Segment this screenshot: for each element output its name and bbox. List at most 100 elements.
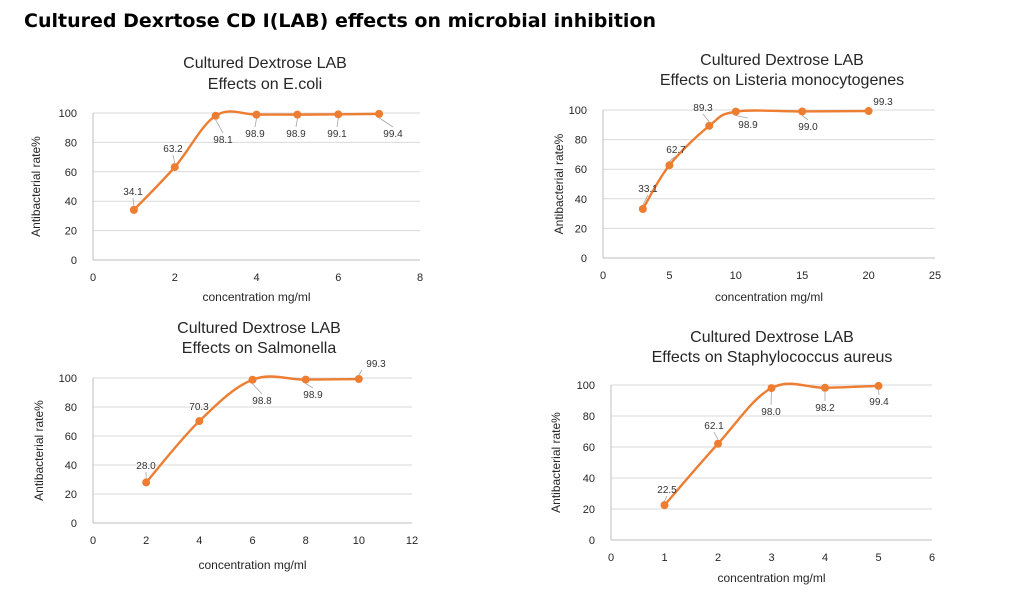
- data-point: [638, 205, 647, 214]
- chart-title-line: Effects on Staphylococcus aureus: [652, 349, 893, 366]
- data-label: 99.3: [366, 359, 386, 370]
- data-point: [170, 163, 179, 172]
- data-label: 62.7: [666, 145, 686, 156]
- y-tick-label: 80: [65, 402, 77, 414]
- y-tick-label: 0: [581, 253, 587, 265]
- x-tick-label: 6: [929, 552, 935, 564]
- label-leader-line: [735, 115, 749, 119]
- label-leader-line: [305, 383, 314, 389]
- label-leader-line: [336, 118, 339, 128]
- x-tick-label: 15: [796, 270, 808, 282]
- label-leader-line: [669, 155, 677, 162]
- y-axis-title: Antibacterial rate%: [552, 133, 566, 234]
- chart-title-line: Cultured Dextrose LAB: [183, 55, 347, 72]
- label-leader-line: [801, 115, 809, 121]
- chart-title-line: Effects on Salmonella: [182, 340, 337, 357]
- label-leader-line: [664, 495, 668, 502]
- x-tick-label: 0: [90, 535, 96, 547]
- x-tick-label: 8: [303, 535, 309, 547]
- data-label: 99.3: [873, 97, 893, 108]
- data-point: [334, 110, 343, 119]
- data-label: 98.8: [252, 396, 272, 407]
- data-point: [248, 375, 257, 384]
- chart-title-line: Effects on E.coli: [208, 76, 322, 93]
- y-axis-title: Antibacterial rate%: [549, 412, 563, 513]
- x-tick-label: 0: [90, 272, 96, 284]
- data-point: [665, 161, 674, 170]
- data-label: 98.0: [761, 407, 781, 418]
- label-leader-line: [252, 383, 263, 395]
- data-point: [293, 110, 302, 119]
- y-tick-label: 40: [575, 194, 587, 206]
- label-leader-line: [378, 117, 394, 128]
- x-tick-label: 1: [661, 552, 667, 564]
- data-point: [375, 109, 384, 118]
- chart-title-line: Cultured Dextrose LAB: [177, 320, 341, 337]
- data-label: 98.9: [286, 129, 306, 140]
- chart-ecoli: Cultured Dextrose LAB Effects on E.coli 0 2…: [29, 55, 423, 304]
- data-point: [731, 107, 740, 116]
- data-label: 99.4: [383, 129, 403, 140]
- data-point: [821, 383, 829, 392]
- y-tick-label: 60: [65, 431, 77, 443]
- data-point: [705, 121, 714, 130]
- data-point: [864, 107, 873, 116]
- y-tick-label: 0: [71, 255, 77, 267]
- data-label: 89.3: [693, 103, 713, 114]
- data-label: 28.0: [136, 461, 156, 472]
- label-leader-line: [713, 431, 719, 440]
- x-tick-label: 20: [862, 270, 874, 282]
- x-tick-label: 0: [608, 552, 614, 564]
- data-label: 63.2: [163, 144, 183, 155]
- x-tick-label: 2: [143, 535, 149, 547]
- chart-title-line: Cultured Dextrose LAB: [690, 329, 854, 346]
- x-tick-label: 4: [253, 272, 259, 284]
- x-axis-title: concentration mg/ml: [198, 558, 306, 572]
- y-tick-label: 20: [65, 489, 77, 501]
- y-tick-label: 100: [569, 105, 587, 117]
- data-point: [874, 381, 883, 390]
- data-point: [301, 375, 310, 384]
- label-leader-line: [878, 389, 880, 396]
- x-tick-label: 2: [172, 272, 178, 284]
- y-tick-label: 0: [589, 535, 595, 547]
- data-point: [354, 375, 363, 384]
- x-tick-label: 5: [666, 270, 672, 282]
- y-tick-label: 60: [575, 164, 587, 176]
- y-tick-label: 100: [59, 373, 77, 385]
- y-tick-label: 20: [583, 504, 595, 516]
- data-label: 98.2: [815, 403, 835, 414]
- x-tick-label: 6: [335, 272, 341, 284]
- label-leader-line: [172, 154, 176, 164]
- y-tick-label: 60: [65, 167, 77, 179]
- y-tick-label: 20: [65, 226, 77, 238]
- data-label: 33.1: [638, 184, 658, 195]
- data-label: 34.1: [123, 187, 143, 198]
- y-tick-label: 40: [65, 196, 77, 208]
- data-label: 99.1: [327, 129, 347, 140]
- chart-title-line: Effects on Listeria monocytogenes: [660, 72, 904, 89]
- x-tick-label: 10: [353, 535, 365, 547]
- chart-title-line: Cultured Dextrose LAB: [700, 52, 864, 69]
- y-axis-title: Antibacterial rate%: [32, 400, 46, 501]
- data-point: [211, 111, 220, 120]
- label-leader-line: [358, 369, 363, 376]
- x-tick-label: 2: [715, 552, 721, 564]
- y-tick-label: 100: [59, 108, 77, 120]
- label-leader-line: [642, 194, 649, 206]
- data-label: 98.9: [245, 129, 265, 140]
- data-point: [767, 384, 776, 393]
- data-point: [660, 501, 669, 510]
- data-label: 62.1: [704, 421, 724, 432]
- x-tick-label: 5: [875, 552, 881, 564]
- y-tick-label: 60: [583, 442, 595, 454]
- x-axis-title: concentration mg/ml: [715, 290, 823, 304]
- series-line: [145, 375, 359, 484]
- data-label: 99.0: [798, 122, 818, 133]
- data-point: [142, 478, 151, 487]
- y-axis-title: Antibacterial rate%: [29, 136, 43, 237]
- label-leader-line: [295, 118, 298, 128]
- x-tick-label: 0: [600, 270, 606, 282]
- x-tick-label: 4: [196, 535, 202, 547]
- label-leader-line: [702, 113, 710, 123]
